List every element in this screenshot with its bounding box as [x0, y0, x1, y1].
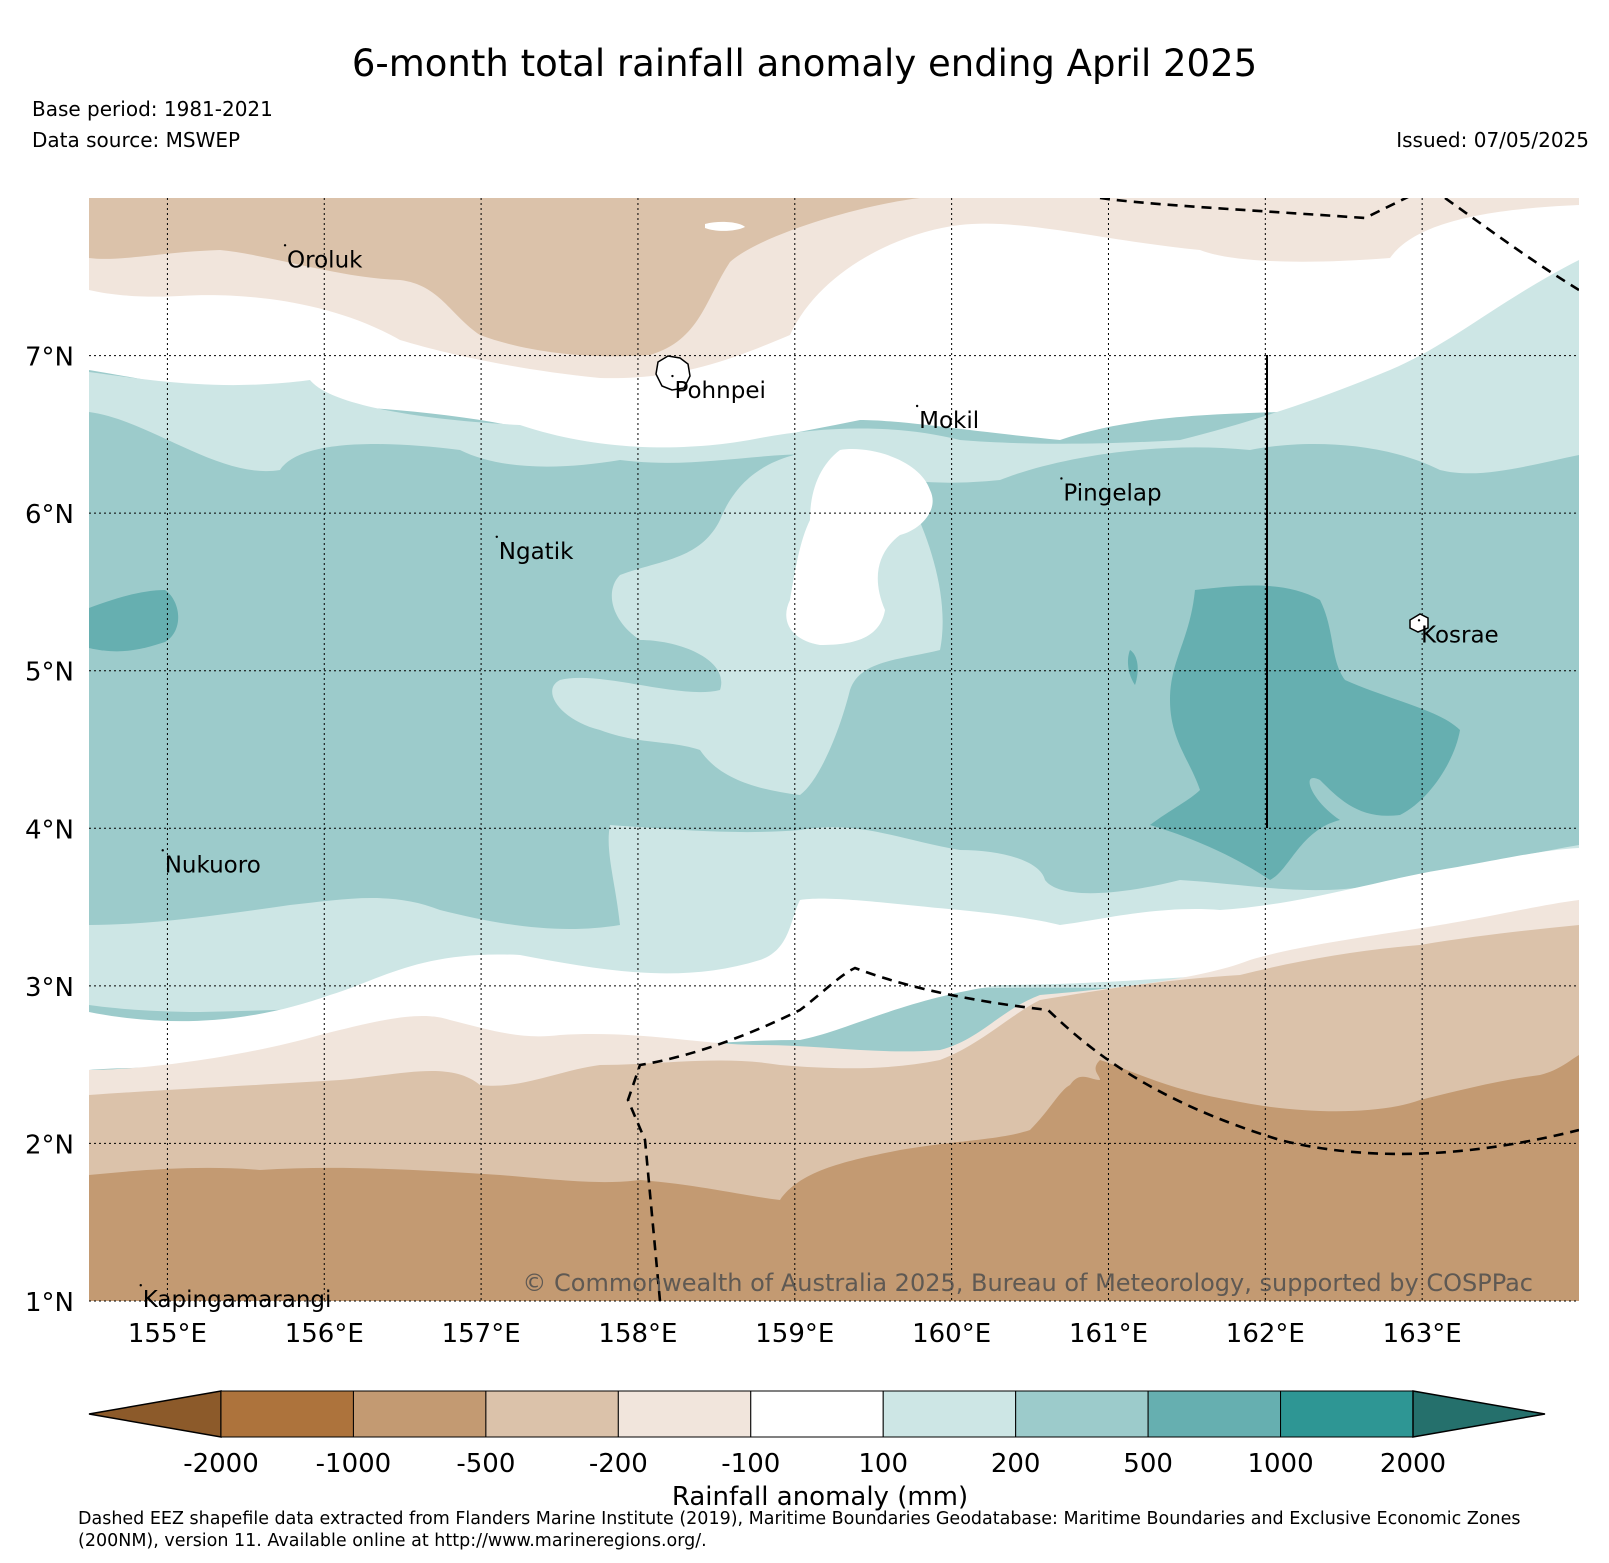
place-marker: [1417, 619, 1421, 622]
place-marker: [1060, 477, 1063, 480]
place-label: Mokil: [919, 408, 979, 434]
colorbar-max-extension: [1412, 1390, 1546, 1438]
lon-tick-label: 158°E: [598, 1319, 677, 1349]
field-east-wet-core: [1150, 585, 1460, 880]
colorbar-tick-label: -500: [456, 1449, 515, 1479]
place-label: Nukuoro: [165, 852, 261, 878]
kosrae-island-icon: [1409, 613, 1429, 633]
place-marker: [161, 849, 164, 852]
colorbar-tick-label: -2000: [183, 1449, 259, 1479]
place-labels: Oroluk Pohnpei Mokil Pingelap Ngatik Kosrae Nu…: [139, 244, 1499, 1313]
eez-boundaries: [626, 198, 1579, 1301]
lon-tick-label: 159°E: [755, 1319, 834, 1349]
field-north-small-neutral: [705, 221, 745, 231]
lon-tick-label: 161°E: [1069, 1319, 1148, 1349]
pohnpei-island-icon: [655, 355, 691, 391]
place-label: Kosrae: [1421, 622, 1499, 648]
lon-tick-label: 155°E: [128, 1319, 207, 1349]
map-title: 6-month total rainfall anomaly ending Ap…: [351, 42, 1258, 85]
place-marker: [283, 244, 287, 247]
colorbar-swatch: [750, 1390, 884, 1438]
colorbar-tick-label: 500: [1123, 1449, 1173, 1479]
place-marker: [915, 404, 919, 408]
anomaly-field: [89, 198, 1579, 1301]
colorbar-swatch: [1280, 1390, 1414, 1438]
place-label: Pingelap: [1063, 480, 1161, 506]
gridlines: [89, 198, 1579, 1302]
lon-tick-label: 156°E: [285, 1319, 364, 1349]
place-marker: [671, 374, 674, 378]
colorbar-tick-label: 100: [858, 1449, 908, 1479]
field-west-wet-patch: [89, 590, 179, 652]
lat-tick-label: 7°N: [25, 343, 74, 373]
colorbar-tick-label: 2000: [1380, 1449, 1446, 1479]
lat-tick-label: 5°N: [25, 658, 74, 688]
field-north-light-wet: [89, 260, 1579, 483]
colorbar-swatch: [617, 1390, 752, 1438]
eez-boundary-south: [626, 966, 1579, 1301]
place-label: Pohnpei: [674, 378, 765, 404]
eez-boundary-north: [1099, 198, 1409, 220]
colorbar: -2000 -1000 -500 -200 -100 100 200 500 1000 2000: [88, 1390, 1546, 1479]
longitude-labels: 155°E 156°E 157°E 158°E 159°E 160°E 161°E 162°E…: [128, 1319, 1462, 1349]
colorbar-swatch: [1015, 1390, 1149, 1438]
lat-tick-label: 1°N: [25, 1288, 74, 1318]
colorbar-tick-label: 1000: [1247, 1449, 1313, 1479]
place-label: Oroluk: [287, 247, 363, 273]
colorbar-tick-label: -1000: [316, 1449, 392, 1479]
colorbar-swatch: [1147, 1390, 1282, 1438]
place-marker: [139, 1284, 142, 1287]
place-label: Kapingamarangi: [143, 1287, 332, 1313]
colorbar-swatch: [485, 1390, 619, 1438]
base-period: Base period: 1981-2021: [32, 97, 273, 121]
lon-tick-label: 160°E: [912, 1319, 991, 1349]
colorbar-swatch: [882, 1390, 1017, 1438]
copyright-text: © Commonwealth of Australia 2025, Bureau…: [522, 1269, 1533, 1297]
latitude-labels: 7°N 6°N 5°N 4°N 3°N 2°N 1°N: [25, 343, 74, 1318]
field-south-strong-dry: [89, 1055, 1579, 1301]
field-south-neutral: [89, 848, 1579, 1070]
lon-tick-label: 163°E: [1383, 1319, 1462, 1349]
place-label: Ngatik: [499, 539, 574, 565]
lat-tick-label: 3°N: [25, 973, 74, 1003]
field-east-wet-islet: [1127, 650, 1138, 685]
colorbar-tick-label: -100: [721, 1449, 780, 1479]
place-marker: [495, 535, 498, 538]
colorbar-tick-label: 200: [991, 1449, 1041, 1479]
colorbar-title: Rainfall anomaly (mm): [672, 1482, 968, 1512]
issued-date: Issued: 07/05/2025: [1396, 128, 1589, 152]
lat-tick-label: 6°N: [25, 500, 74, 530]
lon-tick-label: 157°E: [442, 1319, 521, 1349]
field-north-dry: [89, 198, 920, 357]
lat-tick-label: 4°N: [25, 815, 74, 845]
colorbar-min-extension: [88, 1390, 222, 1438]
colorbar-swatch: [352, 1390, 487, 1438]
data-source: Data source: MSWEP: [32, 128, 241, 152]
eez-boundary-northeast: [1444, 198, 1579, 292]
lon-tick-label: 162°E: [1226, 1319, 1305, 1349]
colorbar-tick-label: -200: [589, 1449, 648, 1479]
colorbar-swatch: [220, 1390, 354, 1438]
footnote: Dashed EEZ shapefile data extracted from…: [78, 1509, 1521, 1551]
lat-tick-label: 2°N: [25, 1130, 74, 1160]
field-central-neutral: [786, 449, 933, 645]
